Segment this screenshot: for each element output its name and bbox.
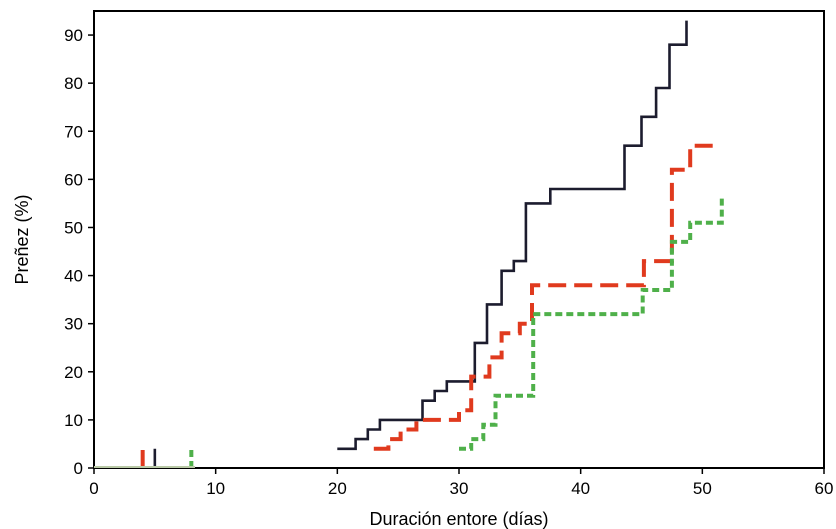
x-tick-label-50: 50 <box>693 479 712 498</box>
plot-frame <box>93 10 825 469</box>
y-tick-label-70: 70 <box>64 122 83 141</box>
series-0-line <box>337 20 688 451</box>
series-2-line <box>459 198 724 451</box>
y-tick-label-30: 30 <box>64 315 83 334</box>
y-tick-label-60: 60 <box>64 170 83 189</box>
y-tick-label-80: 80 <box>64 74 83 93</box>
x-tick-label-20: 20 <box>328 479 347 498</box>
x-tick-label-40: 40 <box>571 479 590 498</box>
y-tick-label-40: 40 <box>64 267 83 286</box>
y-tick-label-20: 20 <box>64 363 83 382</box>
y-tick-label-0: 0 <box>74 459 83 478</box>
y-tick-label-10: 10 <box>64 411 83 430</box>
x-tick-label-0: 0 <box>89 479 98 498</box>
series-1-line <box>373 143 715 451</box>
y-axis-title: Preñez (%) <box>12 194 32 284</box>
y-tick-label-90: 90 <box>64 26 83 45</box>
x-tick-label-60: 60 <box>815 479 834 498</box>
y-tick-label-50: 50 <box>64 218 83 237</box>
x-tick-label-30: 30 <box>450 479 469 498</box>
x-tick-label-10: 10 <box>206 479 225 498</box>
x-axis-title: Duración entore (días) <box>369 509 548 529</box>
